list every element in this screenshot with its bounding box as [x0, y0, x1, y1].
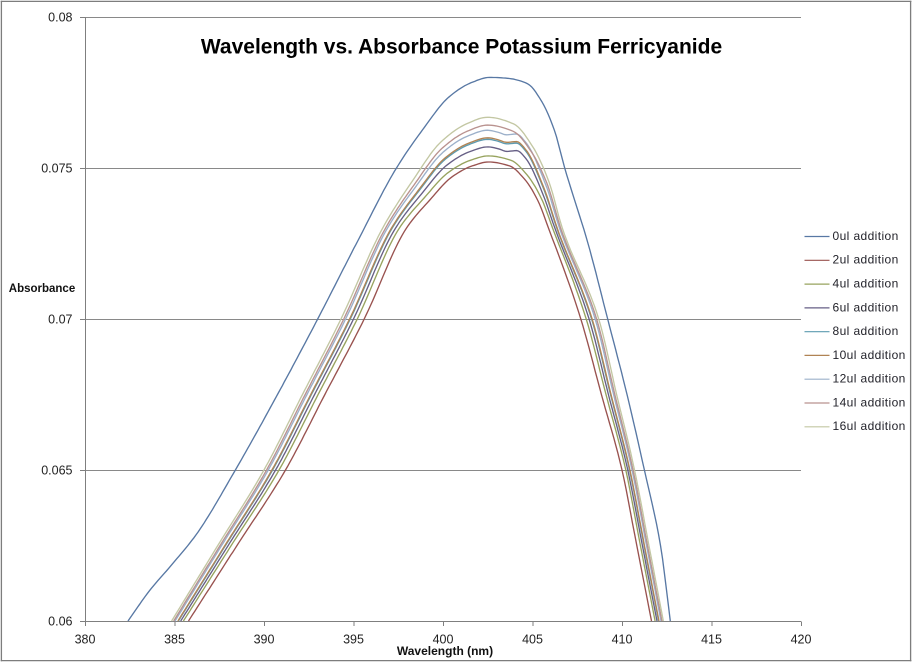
- svg-text:2ul addition: 2ul addition: [833, 253, 899, 267]
- svg-text:16ul addition: 16ul addition: [833, 419, 906, 433]
- svg-text:14ul addition: 14ul addition: [833, 395, 906, 409]
- svg-text:Absorbance: Absorbance: [9, 283, 75, 295]
- svg-text:4ul addition: 4ul addition: [833, 277, 899, 291]
- svg-text:0.065: 0.065: [41, 464, 72, 478]
- svg-text:0.08: 0.08: [48, 11, 72, 25]
- svg-text:400: 400: [433, 633, 454, 647]
- svg-text:6ul addition: 6ul addition: [833, 300, 899, 314]
- svg-text:390: 390: [254, 633, 275, 647]
- svg-text:415: 415: [701, 633, 722, 647]
- svg-text:405: 405: [522, 633, 543, 647]
- svg-text:395: 395: [343, 633, 364, 647]
- svg-text:Wavelength (nm): Wavelength (nm): [397, 644, 493, 658]
- svg-text:12ul addition: 12ul addition: [833, 372, 906, 386]
- svg-text:Wavelength vs. Absorbance Pota: Wavelength vs. Absorbance Potassium Ferr…: [201, 36, 722, 59]
- svg-text:0ul addition: 0ul addition: [833, 229, 899, 243]
- svg-text:410: 410: [612, 633, 633, 647]
- svg-text:10ul addition: 10ul addition: [833, 348, 906, 362]
- svg-text:385: 385: [164, 633, 185, 647]
- svg-text:420: 420: [791, 633, 812, 647]
- svg-text:380: 380: [75, 633, 96, 647]
- svg-text:0.075: 0.075: [41, 162, 72, 176]
- svg-text:0.07: 0.07: [48, 313, 72, 327]
- svg-text:8ul addition: 8ul addition: [833, 324, 899, 338]
- svg-text:0.06: 0.06: [48, 615, 72, 629]
